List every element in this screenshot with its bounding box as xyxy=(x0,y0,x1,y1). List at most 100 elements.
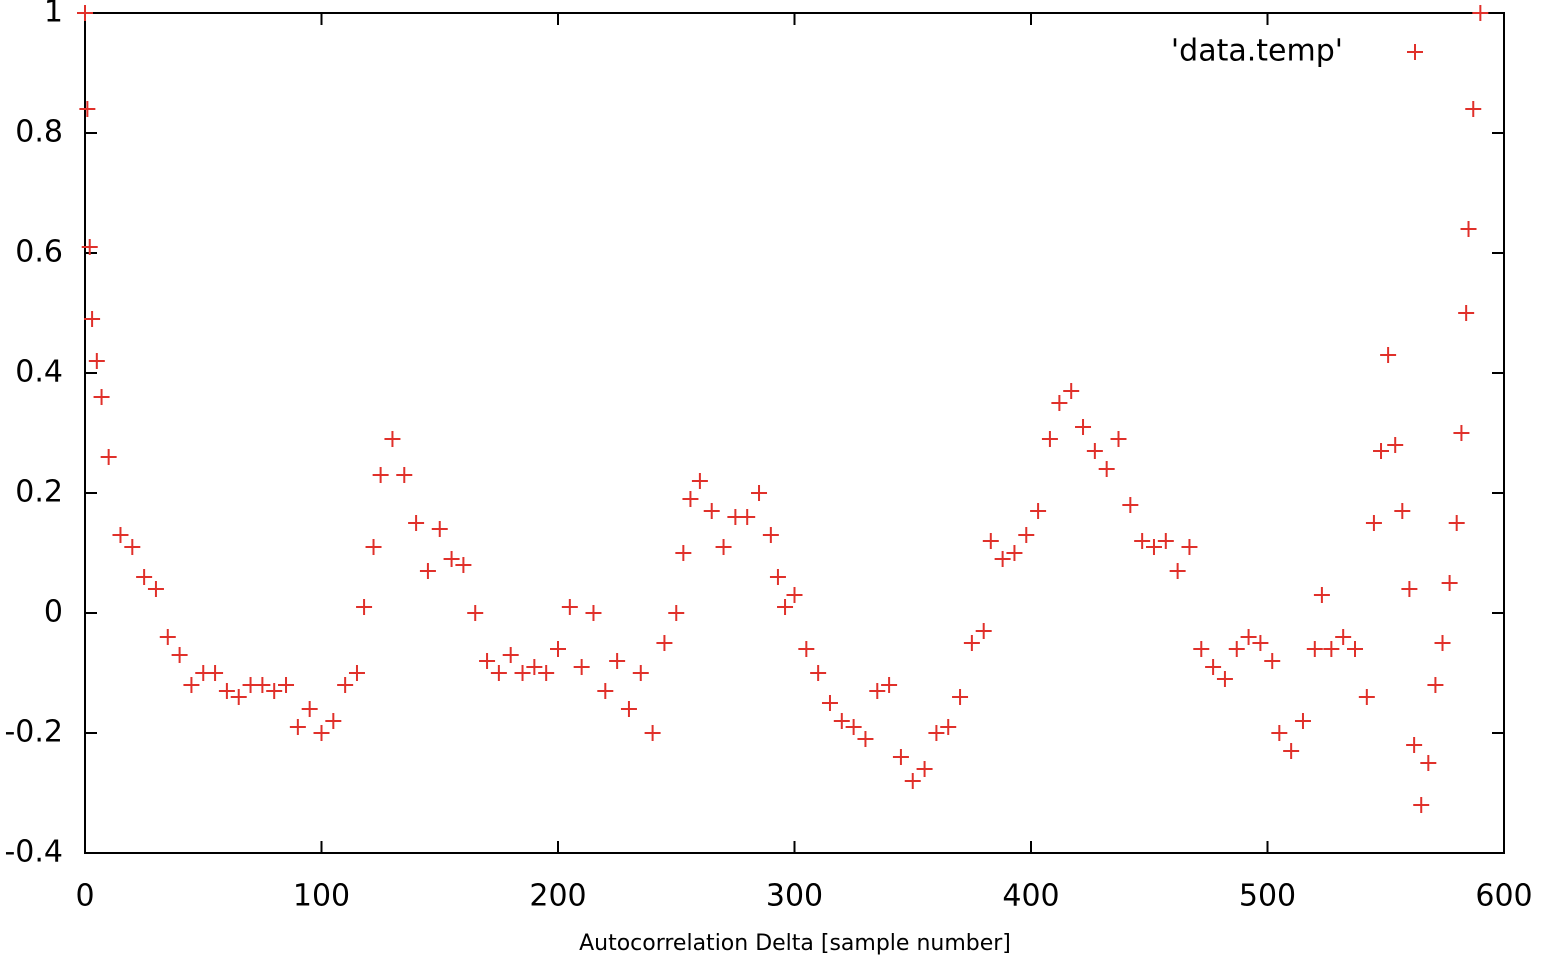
point xyxy=(786,587,803,603)
point xyxy=(821,695,838,711)
point xyxy=(171,647,188,663)
point xyxy=(1169,563,1186,579)
point xyxy=(609,653,626,669)
point xyxy=(384,431,401,447)
point xyxy=(230,689,247,705)
point xyxy=(396,467,413,483)
point xyxy=(857,731,874,747)
point xyxy=(1271,725,1288,741)
y-tick-label: -0.2 xyxy=(4,715,63,750)
point xyxy=(1413,797,1430,813)
point xyxy=(1193,641,1210,657)
point xyxy=(490,665,507,681)
point xyxy=(84,311,101,327)
point xyxy=(1205,659,1222,675)
point xyxy=(975,623,992,639)
y-tick-label: 0.8 xyxy=(15,115,63,150)
point xyxy=(994,551,1011,567)
x-tick-label: 0 xyxy=(75,879,94,914)
point xyxy=(77,5,93,21)
point xyxy=(1448,515,1465,531)
point xyxy=(479,653,496,669)
point xyxy=(1335,629,1352,645)
point xyxy=(1453,425,1470,441)
point xyxy=(1420,755,1437,771)
point xyxy=(1401,581,1418,597)
point xyxy=(620,701,637,717)
y-tick-label: 0.2 xyxy=(15,475,63,510)
point xyxy=(940,719,957,735)
point xyxy=(668,605,685,621)
point xyxy=(963,635,980,651)
point xyxy=(1306,641,1323,657)
point xyxy=(1323,641,1340,657)
point xyxy=(356,599,373,615)
point xyxy=(159,629,176,645)
point xyxy=(675,545,692,561)
point xyxy=(1134,533,1151,549)
point xyxy=(301,701,318,717)
point xyxy=(207,665,224,681)
point xyxy=(1441,575,1458,591)
point xyxy=(1098,461,1115,477)
point xyxy=(1030,503,1047,519)
point xyxy=(952,689,969,705)
x-tick-label: 200 xyxy=(529,879,586,914)
point xyxy=(1394,503,1411,519)
point xyxy=(573,659,590,675)
point xyxy=(502,647,519,663)
point xyxy=(1018,527,1035,543)
x-axis-label: Autocorrelation Delta [sample number] xyxy=(579,931,1011,956)
point xyxy=(1465,101,1482,117)
point xyxy=(1252,635,1269,651)
point xyxy=(644,725,661,741)
point xyxy=(1472,5,1489,21)
point xyxy=(892,749,909,765)
point xyxy=(419,563,436,579)
point xyxy=(514,665,531,681)
point xyxy=(136,569,153,585)
point xyxy=(348,665,365,681)
point xyxy=(1240,629,1257,645)
point xyxy=(869,683,886,699)
point xyxy=(1313,587,1330,603)
point xyxy=(1157,533,1174,549)
point xyxy=(682,491,699,507)
point xyxy=(88,353,105,369)
point xyxy=(751,485,768,501)
point xyxy=(597,683,614,699)
point xyxy=(916,761,933,777)
y-tick-label: 0.6 xyxy=(15,235,63,270)
point xyxy=(1216,671,1233,687)
point xyxy=(254,677,271,693)
point xyxy=(1086,443,1103,459)
point xyxy=(1051,395,1068,411)
point xyxy=(1373,443,1390,459)
point xyxy=(881,677,898,693)
point xyxy=(79,101,96,117)
point xyxy=(431,521,448,537)
point xyxy=(218,683,235,699)
point xyxy=(904,773,921,789)
x-tick-label: 500 xyxy=(1239,879,1296,914)
point xyxy=(408,515,425,531)
point xyxy=(81,239,98,255)
legend-marker xyxy=(1407,44,1423,60)
point xyxy=(1283,743,1300,759)
point xyxy=(147,581,164,597)
point xyxy=(467,605,484,621)
point xyxy=(538,665,555,681)
point xyxy=(100,449,117,465)
y-tick-label: 0 xyxy=(44,595,63,630)
point xyxy=(762,527,779,543)
point xyxy=(1460,221,1477,237)
point xyxy=(1387,437,1404,453)
point xyxy=(1434,635,1451,651)
x-tick-label: 400 xyxy=(1002,879,1059,914)
point xyxy=(1406,737,1423,753)
point xyxy=(691,473,708,489)
point xyxy=(715,539,732,555)
point xyxy=(1347,641,1364,657)
point xyxy=(1358,689,1375,705)
